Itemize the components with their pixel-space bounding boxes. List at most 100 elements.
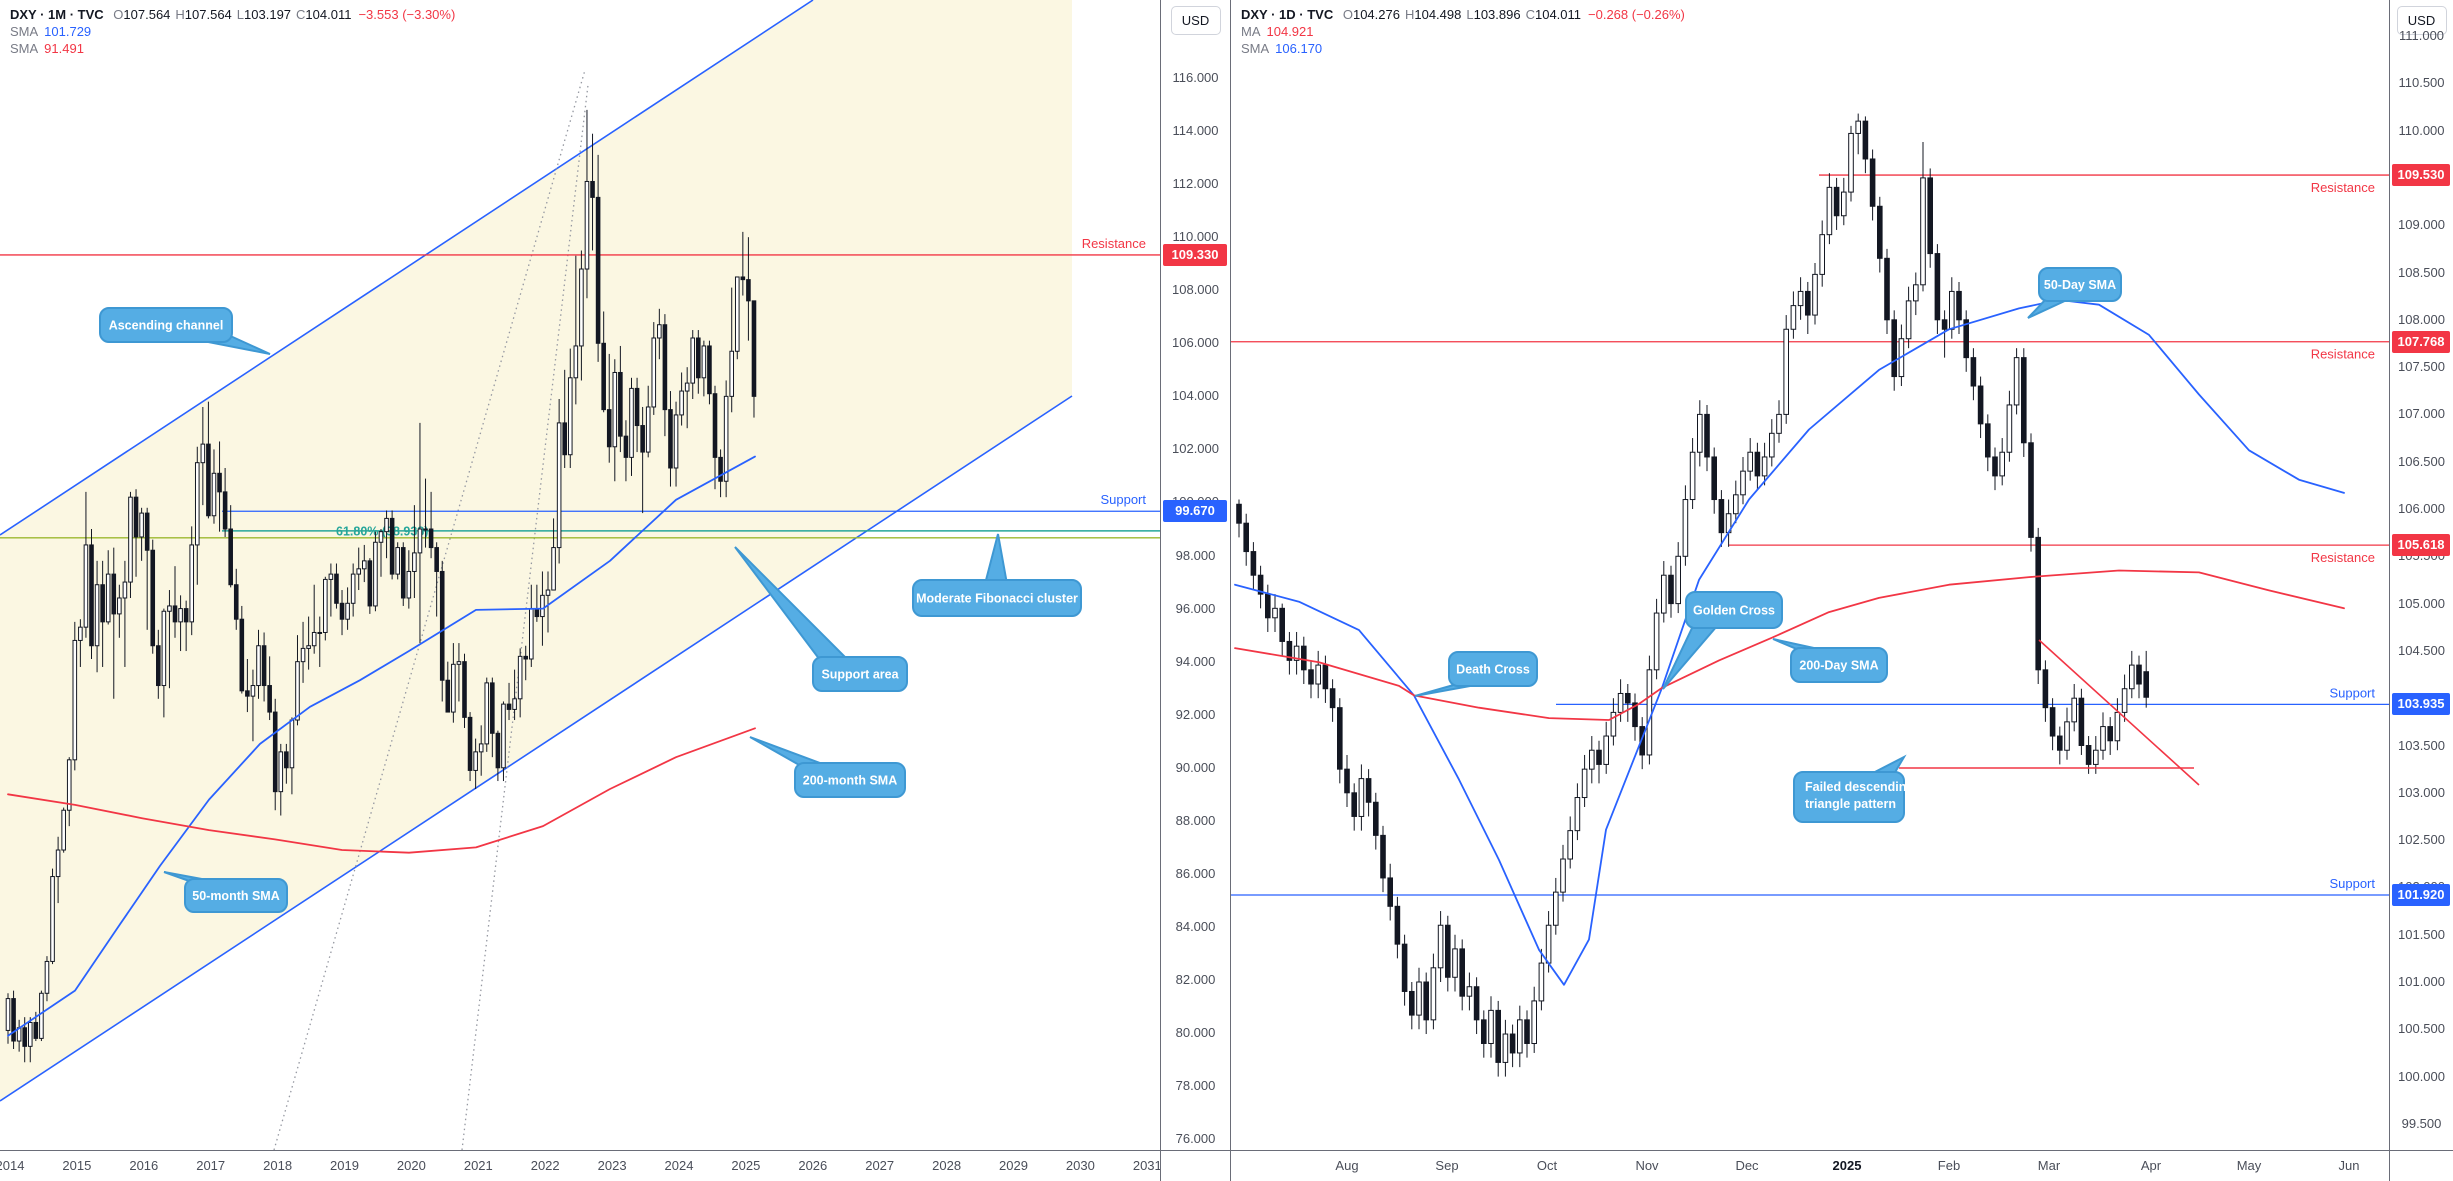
200-day-sma-label[interactable]: 200-Day SMA [1772,638,1888,683]
50-month-sma-label[interactable]: 50-month SMA [163,871,288,913]
time-tick: Oct [1536,1158,1558,1173]
golden-cross-label[interactable]: Golden Cross [1662,591,1783,690]
price-tick: 92.000 [1175,706,1216,722]
price-tick: 104.500 [2398,642,2445,658]
time-tick: 2028 [932,1158,962,1173]
svg-text:Death Cross: Death Cross [1456,663,1530,677]
time-tick: 2029 [999,1158,1028,1173]
price-tick: 107.000 [2398,406,2445,422]
time-tick: 2031 [1132,1158,1162,1173]
price-tick: 116.000 [1172,70,1219,85]
pane-separator [2389,0,2390,1181]
price-tick: 99.500 [2401,1115,2442,1131]
price-tick: 110.500 [2398,75,2445,91]
200-month-sma-label[interactable]: 200-month SMA [749,736,906,798]
svg-text:Ascending channel: Ascending channel [109,319,224,333]
time-tick: 2030 [1065,1158,1095,1173]
support-price-badge: 99.670 [1163,500,1227,523]
currency-toggle-left[interactable]: USD [1170,6,1221,35]
price-tick: 106.500 [2398,453,2445,469]
time-tick: 2025 [1832,1158,1862,1173]
price-tick: 101.500 [2398,926,2445,942]
indicator-row[interactable]: SMA 91.491 [10,41,84,56]
symbol-ohlc-row[interactable]: DXY · 1D · TVC O104.276 H104.498 L103.896 C… [1241,7,1685,22]
ascending-channel[interactable] [0,0,1073,1102]
price-tick: 107.500 [2398,359,2445,375]
time-tick: May [2236,1158,2262,1173]
price-tick: 108.000 [1172,282,1219,298]
time-tick: Aug [1335,1158,1359,1173]
time-tick: 2027 [865,1158,895,1173]
currency-toggle-right[interactable]: USD [2396,6,2447,35]
descending-triangle[interactable] [1899,639,2200,786]
time-tick: Apr [2140,1158,2162,1173]
200-month-sma [7,727,756,854]
svg-text:Golden Cross: Golden Cross [1693,604,1775,618]
ascending-channel-label[interactable]: Ascending channel [99,307,271,355]
dotted-trendlines[interactable] [273,69,589,1150]
resistance-line[interactable]: Resistance [1729,544,2389,565]
time-tick: 2023 [597,1158,627,1173]
svg-text:Resistance: Resistance [2311,550,2375,565]
resistance-line[interactable]: Resistance [1231,341,2389,362]
200-day-sma [1234,569,2345,721]
price-tick: 110.000 [2398,122,2445,138]
time-tick: Feb [1937,1158,1961,1173]
price-tick: 110.000 [1172,229,1219,245]
failed-descending-triangle-label[interactable]: Failed descending triangle pattern [1793,754,1914,823]
time-tick: 2017 [196,1158,226,1173]
support-price-badge: 103.935 [2392,693,2450,716]
price-tick: 90.000 [1175,759,1216,775]
50-day-sma-label[interactable]: 50-Day SMA [2027,267,2122,319]
price-tick: 104.000 [1172,388,1219,404]
time-tick: 2024 [664,1158,694,1173]
price-tick: 98.000 [1175,547,1216,563]
time-tick: 2015 [62,1158,92,1173]
price-tick: 114.000 [1172,123,1219,139]
svg-text:Failed descending: Failed descending [1805,780,1914,794]
monthly-price-axis[interactable]: USD 116.000 114.000 112.000 110.000 108.000 1… [1161,0,1230,1181]
svg-text:200-Day SMA: 200-Day SMA [1799,659,1878,673]
price-tick: 84.000 [1175,918,1216,934]
time-tick: 2021 [463,1158,493,1173]
price-tick: 96.000 [1175,600,1216,616]
price-tick: 101.000 [2398,974,2445,989]
monthly-time-axis[interactable]: 2014 2015 2016 2017 2018 2019 2020 2021 2022 2023… [0,1151,1162,1181]
support-line[interactable]: Support [1556,685,2389,705]
resistance-line[interactable]: Resistance [1819,174,2389,195]
resistance-line[interactable]: Resistance [0,236,1160,256]
indicator-row[interactable]: SMA 106.170 [1241,41,1323,56]
svg-text:triangle pattern: triangle pattern [1805,797,1896,811]
indicator-row[interactable]: MA 104.921 [1241,24,1314,39]
svg-text:50-Day SMA: 50-Day SMA [2044,278,2116,292]
svg-text:Resistance: Resistance [1082,236,1146,251]
time-tick: 2018 [263,1158,293,1173]
svg-text:Resistance: Resistance [2311,180,2375,195]
daily-chart-canvas[interactable]: Resistance Resistance Resistance Support Sup… [1231,0,2389,1150]
support-area-label[interactable]: Support area [734,546,908,692]
price-tick: 111.000 [2398,28,2445,43]
price-tick: 76.000 [1175,1131,1216,1147]
pane-separator [1230,0,1231,1181]
svg-text:200-month SMA: 200-month SMA [803,774,897,788]
price-tick: 105.000 [2398,595,2445,611]
time-tick: Mar [2037,1158,2061,1173]
daily-time-axis[interactable]: Aug Sep Oct Nov Dec 2025 Feb Mar Apr May Jun [1231,1151,2389,1181]
daily-chart-pane[interactable]: Resistance Resistance Resistance Support Sup… [1231,0,2389,1181]
time-tick: Dec [1735,1158,1759,1173]
monthly-chart-pane[interactable]: 61.80% (98.938) Resistance Support Ascendin… [0,0,1162,1181]
symbol-ohlc-row[interactable]: DXY · 1M · TVC O107.564 H107.564 L103.197 C… [10,7,456,22]
svg-text:Moderate Fibonacci cluster: Moderate Fibonacci cluster [916,592,1078,606]
monthly-chart-canvas[interactable]: 61.80% (98.938)ResistanceSupportAscendin… [0,0,1160,1150]
price-tick: 94.000 [1175,653,1216,669]
daily-price-axis[interactable]: USD 111.000110.500110.000109.500109.0001… [2390,0,2453,1181]
death-cross-label[interactable]: Death Cross [1414,651,1538,697]
svg-text:50-month SMA: 50-month SMA [192,889,280,903]
change-value: −3.553 (−3.30%) [358,7,456,22]
support-line[interactable]: Support [222,492,1160,512]
indicator-row[interactable]: SMA 101.729 [10,24,92,39]
support-line[interactable]: Support [1231,876,2389,896]
price-tick: 112.000 [1172,176,1219,192]
moderate-fibonacci-cluster-label[interactable]: Moderate Fibonacci cluster [912,533,1082,617]
